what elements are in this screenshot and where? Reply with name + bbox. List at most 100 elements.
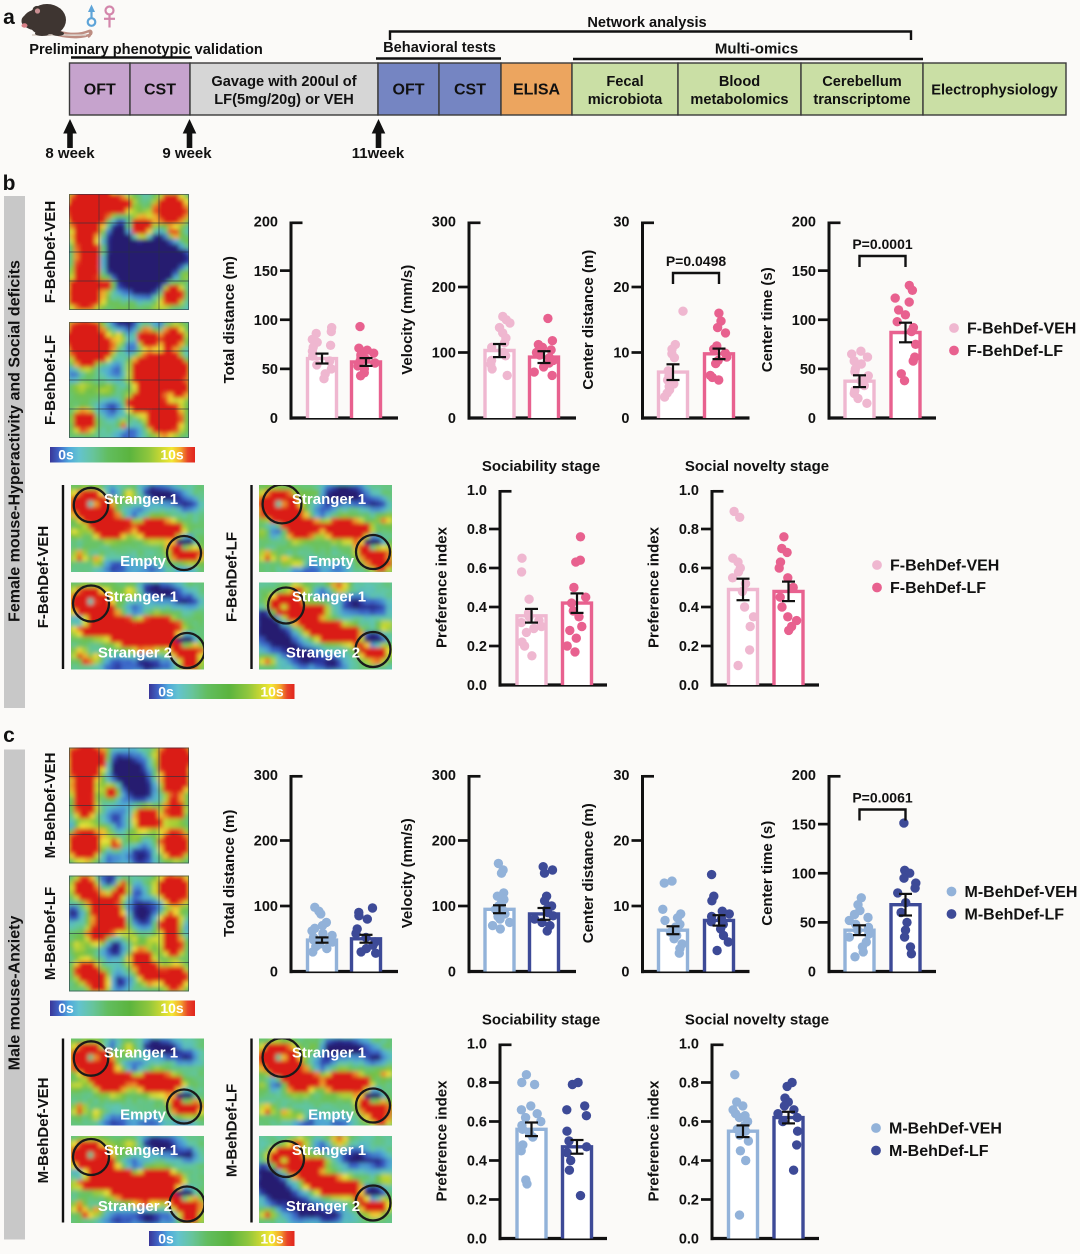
svg-text:0.2: 0.2	[467, 639, 487, 655]
svg-text:50: 50	[800, 916, 816, 932]
svg-text:200: 200	[254, 215, 278, 231]
svg-text:100: 100	[432, 899, 456, 915]
svg-text:transcriptome: transcriptome	[813, 92, 910, 108]
svg-text:Total distance (m): Total distance (m)	[221, 256, 238, 383]
svg-text:Blood: Blood	[719, 74, 760, 90]
svg-text:Stranger 2: Stranger 2	[286, 645, 360, 662]
svg-text:Female mouse-Hyperactivity and: Female mouse-Hyperactivity and Social de…	[7, 260, 24, 622]
svg-text:100: 100	[254, 899, 278, 915]
svg-text:b: b	[3, 172, 16, 195]
svg-text:0.4: 0.4	[467, 600, 487, 616]
svg-text:0s: 0s	[158, 684, 174, 700]
svg-text:Velocity (mm/s): Velocity (mm/s)	[399, 818, 416, 928]
svg-text:metabolomics: metabolomics	[690, 92, 788, 108]
svg-text:200: 200	[792, 768, 816, 784]
svg-text:M-BehDef-LF: M-BehDef-LF	[965, 907, 1065, 924]
svg-text:c: c	[3, 724, 15, 747]
svg-text:150: 150	[254, 264, 278, 280]
svg-text:M-BehDef-LF: M-BehDef-LF	[224, 1084, 241, 1177]
svg-text:Network analysis: Network analysis	[587, 15, 706, 31]
svg-text:F-BehDef-LF: F-BehDef-LF	[890, 580, 986, 597]
svg-text:M-BehDef-VEH: M-BehDef-VEH	[42, 753, 59, 859]
svg-text:100: 100	[254, 313, 278, 329]
svg-text:0.8: 0.8	[467, 522, 487, 538]
svg-text:100: 100	[432, 346, 456, 362]
svg-text:8 week: 8 week	[45, 145, 95, 162]
svg-text:20: 20	[613, 280, 629, 296]
svg-text:M-BehDef-VEH: M-BehDef-VEH	[965, 884, 1078, 901]
svg-text:M-BehDef-LF: M-BehDef-LF	[42, 887, 59, 980]
svg-text:CST: CST	[454, 82, 486, 99]
svg-text:1.0: 1.0	[467, 483, 487, 499]
svg-text:150: 150	[792, 264, 816, 280]
svg-text:P=0.0498: P=0.0498	[666, 253, 727, 269]
svg-text:0: 0	[270, 965, 278, 981]
svg-text:F-BehDef-LF: F-BehDef-LF	[967, 343, 1063, 360]
svg-text:P=0.0001: P=0.0001	[852, 236, 913, 252]
svg-text:Center time (s): Center time (s)	[759, 821, 776, 926]
svg-text:200: 200	[254, 834, 278, 850]
svg-text:Social novelty stage: Social novelty stage	[685, 458, 829, 475]
svg-text:P=0.0061: P=0.0061	[852, 790, 913, 806]
svg-text:Preference index: Preference index	[646, 526, 663, 648]
svg-text:Gavage with 200ul of: Gavage with 200ul of	[211, 74, 356, 90]
svg-text:0.8: 0.8	[679, 522, 699, 538]
svg-text:Fecal: Fecal	[606, 74, 643, 90]
svg-text:0.0: 0.0	[467, 678, 487, 694]
svg-text:0.0: 0.0	[679, 678, 699, 694]
svg-text:F-BehDef-LF: F-BehDef-LF	[224, 532, 241, 622]
svg-text:150: 150	[792, 817, 816, 833]
svg-text:0.4: 0.4	[679, 600, 699, 616]
svg-text:0.6: 0.6	[467, 561, 487, 577]
svg-text:0s: 0s	[58, 447, 74, 463]
svg-text:Multi-omics: Multi-omics	[715, 41, 798, 58]
svg-text:LF(5mg/20g) or VEH: LF(5mg/20g) or VEH	[214, 92, 353, 108]
svg-text:30: 30	[613, 768, 629, 784]
svg-text:microbiota: microbiota	[588, 92, 663, 108]
svg-text:Preliminary phenotypic validat: Preliminary phenotypic validation	[29, 42, 263, 58]
svg-text:0s: 0s	[58, 1000, 74, 1016]
svg-text:OFT: OFT	[84, 82, 116, 99]
svg-text:Center time (s): Center time (s)	[759, 267, 776, 372]
svg-text:Velocity (mm/s): Velocity (mm/s)	[399, 265, 416, 375]
svg-text:Empty: Empty	[308, 553, 355, 570]
svg-text:Stranger 2: Stranger 2	[98, 645, 172, 662]
svg-text:M-BehDef-VEH: M-BehDef-VEH	[35, 1078, 52, 1184]
svg-text:Electrophysiology: Electrophysiology	[931, 83, 1058, 99]
svg-text:10s: 10s	[160, 447, 184, 463]
svg-text:300: 300	[432, 768, 456, 784]
svg-text:F-BehDef-VEH: F-BehDef-VEH	[35, 526, 52, 629]
svg-text:a: a	[3, 6, 15, 29]
svg-text:0: 0	[270, 411, 278, 427]
svg-text:F-BehDef-VEH: F-BehDef-VEH	[967, 321, 1076, 338]
svg-text:OFT: OFT	[393, 82, 425, 99]
svg-text:200: 200	[792, 215, 816, 231]
svg-text:200: 200	[432, 280, 456, 296]
svg-text:Behavioral tests: Behavioral tests	[383, 40, 496, 56]
svg-text:F-BehDef-VEH: F-BehDef-VEH	[42, 201, 59, 304]
svg-text:9 week: 9 week	[162, 145, 212, 162]
svg-text:Male mouse-Anxiety: Male mouse-Anxiety	[7, 916, 24, 1071]
svg-text:0: 0	[448, 965, 456, 981]
svg-text:100: 100	[792, 313, 816, 329]
svg-text:50: 50	[800, 362, 816, 378]
svg-text:0: 0	[808, 411, 816, 427]
svg-text:Total distance (m): Total distance (m)	[221, 810, 238, 937]
svg-text:100: 100	[792, 866, 816, 882]
svg-text:300: 300	[254, 768, 278, 784]
svg-text:20: 20	[613, 834, 629, 850]
svg-text:Sociability stage: Sociability stage	[482, 458, 600, 475]
svg-text:300: 300	[432, 215, 456, 231]
svg-text:CST: CST	[144, 82, 176, 99]
svg-text:50: 50	[262, 362, 278, 378]
svg-text:0: 0	[448, 411, 456, 427]
svg-text:Preference index: Preference index	[434, 526, 451, 648]
svg-text:Stranger 1: Stranger 1	[104, 589, 178, 606]
svg-text:10: 10	[613, 899, 629, 915]
svg-text:Stranger 1: Stranger 1	[292, 589, 366, 606]
svg-text:Center distance (m): Center distance (m)	[580, 250, 597, 390]
svg-text:Stranger 1: Stranger 1	[292, 491, 366, 508]
svg-text:0: 0	[808, 965, 816, 981]
svg-text:0.2: 0.2	[679, 639, 699, 655]
svg-text:Cerebellum: Cerebellum	[822, 74, 902, 90]
